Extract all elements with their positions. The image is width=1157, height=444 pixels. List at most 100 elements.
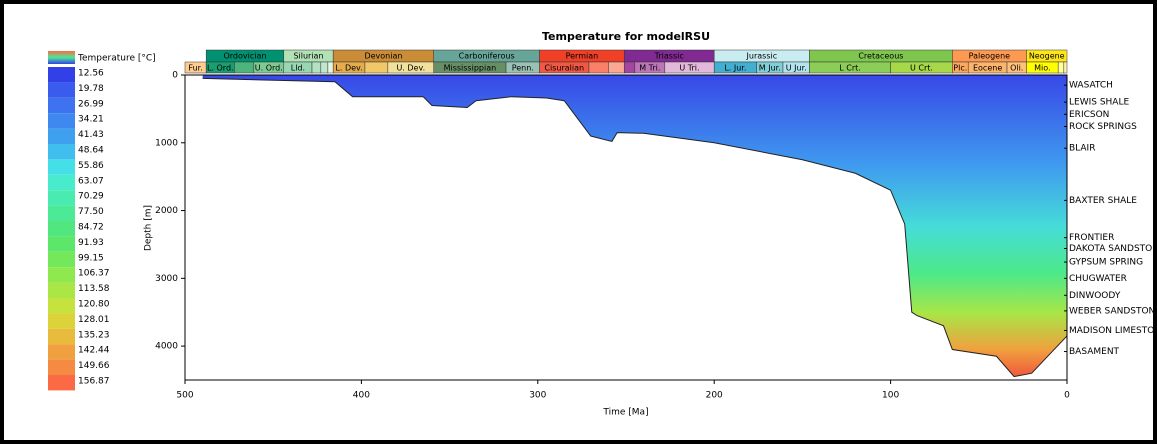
epoch-label: L. Ord. [207, 64, 234, 73]
plot-frame [184, 74, 1068, 381]
formation-label: BLAIR [1069, 144, 1095, 154]
y-tick-label: 2000 [155, 206, 178, 216]
epoch-label: Mio. [1034, 64, 1050, 73]
formation-label: GYPSUM SPRING [1069, 258, 1143, 268]
legend-title: Temperature [°C] [77, 54, 156, 64]
legend-color [48, 128, 75, 144]
epoch-label: M Tri. [639, 64, 660, 73]
epoch-label: M Jur. [759, 64, 781, 73]
epoch-box [1057, 61, 1065, 74]
epoch-box [608, 61, 625, 74]
formation-label: MADISON LIMESTONE [1069, 326, 1157, 336]
epoch-label: L. Jur. [724, 64, 746, 73]
epoch-box [364, 61, 389, 74]
epoch-label: Cisuralian [544, 64, 584, 73]
period-label: Triassic [654, 52, 684, 61]
x-tick-label: 400 [353, 391, 370, 401]
epoch-label: Oli. [1010, 64, 1023, 73]
legend-label: 156.87 [78, 377, 110, 387]
legend-color [48, 159, 75, 175]
legend-color [48, 174, 75, 191]
temperature-field [202, 75, 1067, 377]
legend-label: 12.56 [78, 69, 104, 79]
epoch-label: U Crt. [910, 64, 933, 73]
period-label: Devonian [364, 52, 402, 61]
x-tick-label: 200 [706, 391, 723, 401]
legend-color [48, 313, 75, 329]
legend-label: 63.07 [78, 176, 104, 186]
epoch-box [311, 61, 322, 74]
legend-color [48, 359, 75, 375]
epoch-label: U Tri. [679, 64, 699, 73]
epoch-label: L Crt. [839, 64, 861, 73]
legend-label: 70.29 [78, 192, 104, 202]
formation-label: BASAMENT [1069, 347, 1120, 357]
period-label: Ordovician [223, 52, 266, 61]
formation-label: FRONTIER [1069, 233, 1114, 243]
legend-color [48, 282, 75, 298]
surface-line [202, 77, 1068, 378]
epoch-label: U. Dev. [396, 64, 425, 73]
epoch-label: Penn. [512, 64, 534, 73]
x-tick-label: 500 [176, 391, 193, 401]
legend-label: 149.66 [78, 361, 110, 371]
legend-label: 120.80 [78, 300, 110, 310]
period-label: Jurassic [746, 52, 778, 61]
epoch-box [588, 61, 609, 74]
epoch-box [1063, 61, 1068, 74]
period-label: Carboniferous [459, 52, 515, 61]
y-tick-label: 0 [172, 71, 178, 81]
epoch-label: Plc. [953, 64, 967, 73]
formation-label: DAKOTA SANDSTONE [1069, 244, 1157, 254]
epoch-box [327, 61, 334, 74]
legend-label: 41.43 [78, 130, 104, 140]
formation-label: ERICSON [1069, 110, 1109, 120]
legend-label: 26.99 [78, 99, 104, 109]
legend-color [48, 375, 75, 391]
y-tick-label: 1000 [155, 138, 178, 148]
legend-color [48, 67, 75, 83]
period-label: Neogene [1029, 52, 1065, 61]
epoch-label: Lld. [291, 64, 305, 73]
legend-color [48, 344, 75, 360]
period-label: Paleogene [969, 52, 1010, 61]
epoch-label: L. Dev. [335, 64, 362, 73]
legend-label: 91.93 [78, 238, 104, 248]
legend-label: 113.58 [78, 284, 110, 294]
epoch-box [320, 61, 329, 74]
legend-label: 34.21 [78, 115, 104, 125]
legend-label: 135.23 [78, 330, 110, 340]
legend-label: 84.72 [78, 223, 104, 233]
x-tick-label: 100 [882, 391, 899, 401]
legend-color [48, 190, 75, 206]
formation-label: WEBER SANDSTONE [1069, 306, 1157, 316]
legend-label: 106.37 [78, 269, 110, 279]
epoch-label: U. Ord. [255, 64, 283, 73]
legend-label: 128.01 [78, 315, 110, 325]
period-label: Permian [566, 52, 599, 61]
formation-label: LEWIS SHALE [1069, 98, 1129, 108]
legend-color [48, 113, 75, 129]
formation-label: DINWOODY [1069, 291, 1121, 301]
period-label: Silurian [293, 52, 323, 61]
x-axis-label: Time [Ma] [602, 408, 648, 418]
y-axis-label: Depth [m] [144, 205, 154, 251]
x-tick-label: 0 [1064, 391, 1070, 401]
legend-color [48, 82, 75, 98]
legend-color [48, 267, 75, 283]
y-tick-label: 4000 [155, 342, 178, 352]
legend-label: 48.64 [78, 146, 104, 156]
legend-label: 99.15 [78, 253, 104, 263]
legend-swatch [48, 51, 75, 64]
legend-color [48, 221, 75, 237]
formation-label: BAXTER SHALE [1069, 196, 1137, 206]
legend-label: 77.50 [78, 207, 104, 217]
legend-color [48, 97, 75, 114]
period-label: Cretaceous [858, 52, 903, 61]
formation-label: ROCK SPRINGS [1069, 122, 1137, 132]
legend-color [48, 236, 75, 252]
legend-label: 55.86 [78, 161, 104, 171]
